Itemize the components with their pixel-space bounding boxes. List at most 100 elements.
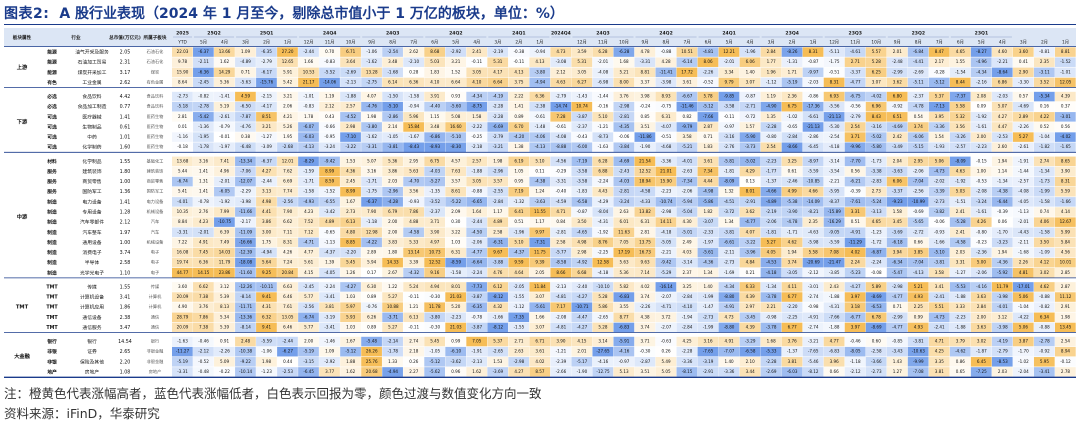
cell-value: 22.03 [177, 49, 189, 54]
cell-value: 8.93 [661, 94, 671, 99]
heat-cell [529, 322, 551, 333]
heat-cell [844, 57, 866, 67]
cell-value: 10.74 [576, 104, 588, 109]
cell-value: -21.13 [807, 124, 821, 129]
heat-cell [487, 257, 509, 268]
heat-cell [697, 227, 719, 238]
heat-cell [403, 67, 424, 78]
heat-cell [529, 122, 551, 132]
heat-cell [886, 292, 908, 302]
heat-cell [697, 292, 719, 302]
cell-value: 4.91 [199, 239, 209, 244]
row-attr: 能源 [47, 59, 57, 66]
heat-cell [592, 227, 614, 238]
month-col-label: 3月 [1020, 40, 1027, 46]
cell-value: -2.16 [976, 79, 987, 84]
heat-cell [340, 142, 361, 152]
heat-cell [277, 101, 298, 112]
heat-cell [781, 346, 803, 357]
heat-cell [697, 112, 719, 122]
cell-value: -3.85 [829, 270, 840, 275]
heat-cell [1054, 268, 1076, 278]
month-col-label: 5月 [200, 40, 207, 46]
cell-value: -11.09 [239, 229, 253, 234]
heat-cell [676, 268, 698, 278]
cell-value: -4.01 [177, 199, 188, 204]
heat-cell [487, 227, 509, 238]
cell-value: 6.28 [598, 49, 608, 54]
cell-value: -5.24 [871, 199, 882, 204]
cell-value: -0.95 [324, 134, 335, 139]
cell-value: 0.21 [746, 270, 756, 275]
heat-cell [592, 112, 614, 122]
cell-value: 3.37 [640, 79, 650, 84]
cell-value: 4.30 [683, 219, 693, 224]
cell-value: 8.06 [704, 59, 714, 64]
fixed-header-0: 板块属性 [13, 34, 32, 41]
month-col-label: 4月 [747, 40, 754, 46]
period-group-label: 24Q1 [512, 31, 526, 37]
heat-cell [760, 47, 782, 57]
heat-cell [424, 357, 446, 367]
industry-performance-table: 板块属性 行业 总市值(万亿元) 所属子板块 2025 25Q2 25Q1 24Q4 24Q3 2… [4, 28, 1076, 378]
cell-value: 2.54 [767, 144, 777, 149]
heat-cell [970, 122, 992, 132]
cell-value: 6.62 [283, 219, 293, 224]
heat-cell [319, 156, 340, 167]
heat-cell [802, 112, 824, 122]
heat-cell [571, 207, 593, 217]
cell-value: -2.56 [282, 199, 293, 204]
cell-value: 2.62 [409, 49, 419, 54]
heat-cell [550, 217, 572, 227]
cell-value: 5.61 [304, 260, 314, 265]
cell-value: 8.51 [262, 114, 272, 119]
heat-cell [718, 247, 740, 258]
heat-cell [991, 186, 1013, 197]
cell-value: -0.94 [535, 49, 546, 54]
heat-cell [802, 91, 824, 102]
cell-value: 4.93 [914, 324, 924, 329]
heat-cell [235, 77, 256, 88]
cell-value: -2.01 [724, 59, 735, 64]
cell-value: -0.16 [598, 104, 609, 109]
cell-value: -2.81 [619, 189, 630, 194]
cell-value: 3.05 [577, 69, 587, 74]
heat-cell [1054, 357, 1076, 367]
cell-value: -6.45 [303, 369, 314, 374]
heat-cell [970, 237, 992, 248]
cell-value: -4.91 [724, 304, 735, 309]
cell-value: 0.66 [914, 239, 924, 244]
heat-cell [634, 176, 656, 187]
heat-cell [676, 142, 698, 152]
cell-value: -0.51 [829, 69, 840, 74]
heat-cell [1033, 166, 1055, 177]
heat-cell [235, 197, 256, 207]
heat-cell [592, 186, 614, 197]
heat-cell [214, 257, 235, 268]
heat-cell [277, 302, 298, 312]
cell-value: 4.21 [283, 114, 293, 119]
period-group-label: 25Q1 [260, 31, 274, 37]
heat-cell [214, 186, 235, 197]
cell-value: 2.25 [914, 304, 924, 309]
heat-cell [802, 57, 824, 67]
heat-cell [445, 132, 467, 142]
heat-cell [991, 217, 1013, 227]
cell-value: -5.52 [324, 69, 335, 74]
cell-value: 3.75 [514, 79, 524, 84]
cell-value: -0.06 [619, 134, 630, 139]
heat-cell [970, 322, 992, 333]
heat-cell [718, 101, 740, 112]
heat-cell [193, 247, 214, 258]
heat-cell [403, 268, 424, 278]
heat-cell [298, 237, 319, 248]
heat-cell [529, 268, 551, 278]
cell-value: -0.82 [198, 94, 209, 99]
heat-cell [235, 112, 256, 122]
heat-cell [466, 101, 488, 112]
row-attr: 非银 [47, 348, 57, 355]
cell-value: 0.56 [851, 168, 861, 173]
cell-value: 7.63 [451, 168, 461, 173]
heat-cell [907, 227, 929, 238]
cell-value: -6.18 [892, 239, 903, 244]
